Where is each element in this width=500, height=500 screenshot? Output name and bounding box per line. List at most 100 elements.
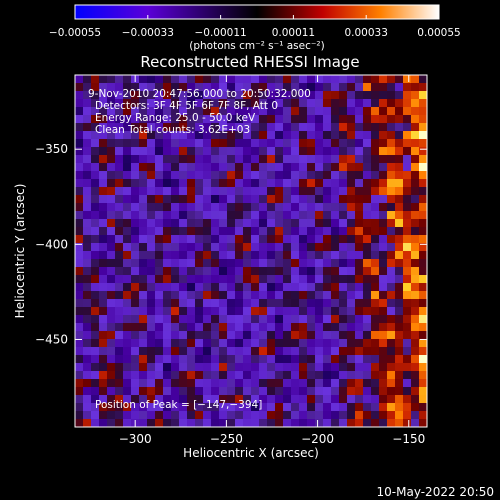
heatmap-cell bbox=[163, 275, 172, 284]
heatmap-cell bbox=[99, 403, 108, 412]
heatmap-cell bbox=[339, 291, 348, 300]
heatmap-cell bbox=[147, 283, 156, 292]
heatmap-cell bbox=[355, 331, 364, 340]
heatmap-cell bbox=[331, 387, 340, 396]
heatmap-cell bbox=[147, 203, 156, 212]
heatmap-cell bbox=[323, 259, 332, 268]
heatmap-cell bbox=[147, 251, 156, 260]
heatmap-cell bbox=[403, 195, 412, 204]
heatmap-cell bbox=[355, 347, 364, 356]
heatmap-cell bbox=[131, 323, 140, 332]
heatmap-cell bbox=[403, 371, 412, 380]
heatmap-cell bbox=[99, 155, 108, 164]
heatmap-cell bbox=[115, 195, 124, 204]
heatmap-cell bbox=[363, 347, 372, 356]
heatmap-cell bbox=[91, 243, 100, 252]
heatmap-cell bbox=[387, 211, 396, 220]
heatmap-cell bbox=[283, 395, 292, 404]
heatmap-cell bbox=[163, 155, 172, 164]
heatmap-cell bbox=[243, 83, 252, 92]
heatmap-cell bbox=[315, 243, 324, 252]
heatmap-cell bbox=[227, 283, 236, 292]
heatmap-cell bbox=[251, 259, 260, 268]
heatmap-cell bbox=[227, 419, 236, 427]
heatmap-cell bbox=[339, 195, 348, 204]
heatmap-cell bbox=[283, 347, 292, 356]
heatmap-cell bbox=[371, 387, 380, 396]
heatmap-cell bbox=[275, 387, 284, 396]
heatmap-cell bbox=[99, 251, 108, 260]
heatmap-cell bbox=[131, 291, 140, 300]
heatmap-cell bbox=[99, 163, 108, 172]
heatmap-cell bbox=[419, 131, 427, 140]
heatmap-cell bbox=[323, 115, 332, 124]
heatmap-cell bbox=[403, 379, 412, 388]
heatmap-cell bbox=[195, 219, 204, 228]
heatmap-cell bbox=[411, 275, 420, 284]
heatmap-cell bbox=[347, 331, 356, 340]
heatmap-cell bbox=[227, 331, 236, 340]
heatmap-cell bbox=[371, 187, 380, 196]
heatmap-cell bbox=[147, 83, 156, 92]
heatmap-cell bbox=[419, 139, 427, 148]
heatmap-cell bbox=[115, 395, 124, 404]
heatmap-cell bbox=[403, 75, 412, 84]
heatmap-cell bbox=[395, 131, 404, 140]
heatmap-cell bbox=[211, 403, 220, 412]
heatmap-cell bbox=[211, 299, 220, 308]
heatmap-cell bbox=[331, 91, 340, 100]
heatmap-cell bbox=[411, 283, 420, 292]
heatmap-cell bbox=[315, 179, 324, 188]
heatmap-cell bbox=[163, 91, 172, 100]
heatmap-cell bbox=[315, 371, 324, 380]
heatmap-cell bbox=[363, 171, 372, 180]
heatmap-cell bbox=[219, 275, 228, 284]
heatmap-cell bbox=[403, 259, 412, 268]
heatmap-cell bbox=[395, 139, 404, 148]
heatmap-cell bbox=[371, 419, 380, 427]
heatmap-cell bbox=[419, 251, 427, 260]
heatmap-cell bbox=[307, 179, 316, 188]
heatmap-cell bbox=[219, 235, 228, 244]
heatmap-cell bbox=[99, 395, 108, 404]
heatmap-cell bbox=[123, 171, 132, 180]
heatmap-cell bbox=[419, 163, 427, 172]
heatmap-cell bbox=[379, 315, 388, 324]
heatmap-cell bbox=[371, 411, 380, 420]
heatmap-cell bbox=[331, 187, 340, 196]
heatmap-cell bbox=[203, 227, 212, 236]
heatmap-cell bbox=[235, 299, 244, 308]
heatmap-cell bbox=[259, 195, 268, 204]
heatmap-cell bbox=[123, 107, 132, 116]
heatmap-cell bbox=[307, 355, 316, 364]
heatmap-cell bbox=[179, 395, 188, 404]
heatmap-cell bbox=[419, 307, 427, 316]
heatmap-cell bbox=[147, 99, 156, 108]
heatmap-cell bbox=[139, 403, 148, 412]
heatmap-cell bbox=[155, 395, 164, 404]
heatmap-cell bbox=[203, 419, 212, 427]
heatmap-cell bbox=[139, 347, 148, 356]
heatmap-cell bbox=[235, 211, 244, 220]
heatmap-cell bbox=[379, 107, 388, 116]
heatmap-cell bbox=[83, 163, 92, 172]
heatmap-cell bbox=[91, 387, 100, 396]
heatmap-cell bbox=[91, 331, 100, 340]
heatmap-cell bbox=[107, 411, 116, 420]
heatmap-cell bbox=[403, 411, 412, 420]
heatmap-cell bbox=[91, 267, 100, 276]
heatmap-cell bbox=[291, 291, 300, 300]
heatmap-cell bbox=[203, 171, 212, 180]
heatmap-cell bbox=[155, 251, 164, 260]
heatmap-cell bbox=[323, 323, 332, 332]
heatmap-cell bbox=[99, 283, 108, 292]
heatmap-cell bbox=[83, 179, 92, 188]
heatmap-cell bbox=[123, 75, 132, 84]
heatmap-cell bbox=[275, 331, 284, 340]
heatmap-cell bbox=[243, 187, 252, 196]
heatmap-cell bbox=[395, 419, 404, 427]
heatmap-cell bbox=[411, 83, 420, 92]
heatmap-cell bbox=[227, 363, 236, 372]
heatmap-cell bbox=[371, 267, 380, 276]
heatmap-cell bbox=[227, 323, 236, 332]
